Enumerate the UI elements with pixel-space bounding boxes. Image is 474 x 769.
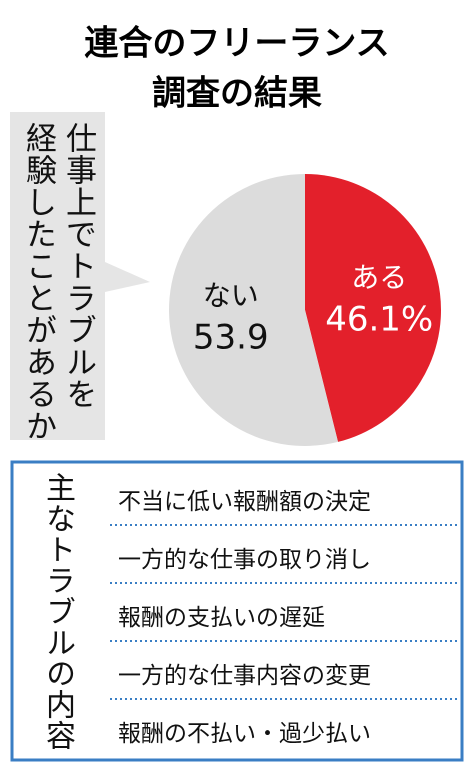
list-title: 主なトラブルの内容 <box>40 472 75 751</box>
value-label: 53.9 <box>193 318 269 358</box>
title: 連合のフリーランス <box>84 24 389 64</box>
pie-slice <box>169 174 338 446</box>
question: 経験したことがあるか <box>20 122 56 442</box>
title: 調査の結果 <box>152 74 322 114</box>
value-label: 46.1% <box>325 299 433 339</box>
slice-label: ある <box>351 261 407 294</box>
pie-slice <box>305 174 442 442</box>
trouble-item: 不当に低い報酬額の決定 <box>118 489 371 515</box>
trouble-item: 一方的な仕事内容の変更 <box>118 663 371 689</box>
question: 仕事上でトラブルを <box>60 122 96 410</box>
slice-label: ない <box>203 279 259 312</box>
trouble-item: 報酬の支払いの遅延 <box>118 605 325 631</box>
trouble-item: 一方的な仕事の取り消し <box>118 547 371 573</box>
question-box <box>10 112 150 440</box>
list-box <box>10 460 464 762</box>
trouble-item: 報酬の不払い・過少払い <box>118 721 371 747</box>
